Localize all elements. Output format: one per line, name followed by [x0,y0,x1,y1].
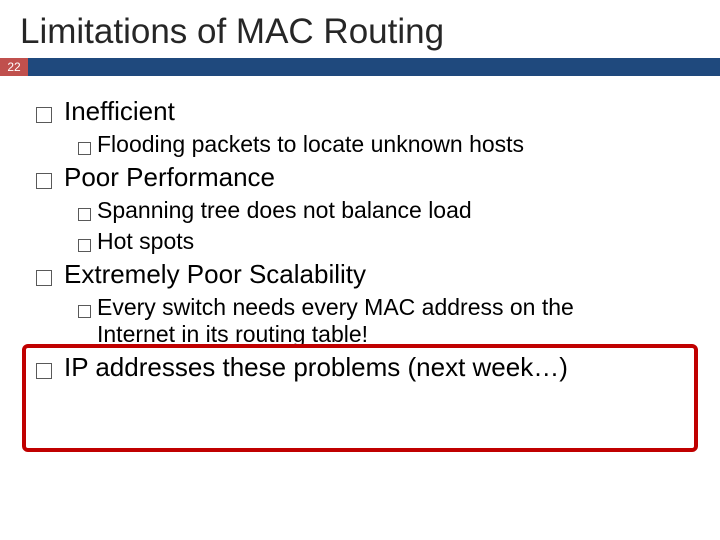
bullet-text: Every switch needs every MAC address on … [97,294,657,348]
bullet-text: Extremely Poor Scalability [64,259,366,290]
bullet-text: Poor Performance [64,162,275,193]
list-item: Spanning tree does not balance load [0,195,720,226]
open-square-bullet-icon [36,107,52,123]
list-item: Flooding packets to locate unknown hosts [0,129,720,160]
open-square-bullet-icon [78,305,91,318]
page-number-badge: 22 [0,58,28,76]
header-bar-fill [28,58,720,76]
list-item: IP addresses these problems (next week…) [0,350,720,385]
content-area: Inefficient Flooding packets to locate u… [0,76,720,385]
bullet-text: Flooding packets to locate unknown hosts [97,131,524,158]
list-item: Every switch needs every MAC address on … [0,292,720,350]
bullet-text: Inefficient [64,96,175,127]
list-item: Inefficient [0,94,720,129]
list-item: Hot spots [0,226,720,257]
open-square-bullet-icon [36,173,52,189]
header-bar: 22 [0,58,720,76]
open-square-bullet-icon [36,270,52,286]
open-square-bullet-icon [78,239,91,252]
list-item: Poor Performance [0,160,720,195]
bullet-text: Hot spots [97,228,194,255]
open-square-bullet-icon [78,142,91,155]
list-item: Extremely Poor Scalability [0,257,720,292]
slide-title: Limitations of MAC Routing [0,0,720,58]
bullet-text: Spanning tree does not balance load [97,197,472,224]
open-square-bullet-icon [36,363,52,379]
open-square-bullet-icon [78,208,91,221]
bullet-text: IP addresses these problems (next week…) [64,352,568,383]
